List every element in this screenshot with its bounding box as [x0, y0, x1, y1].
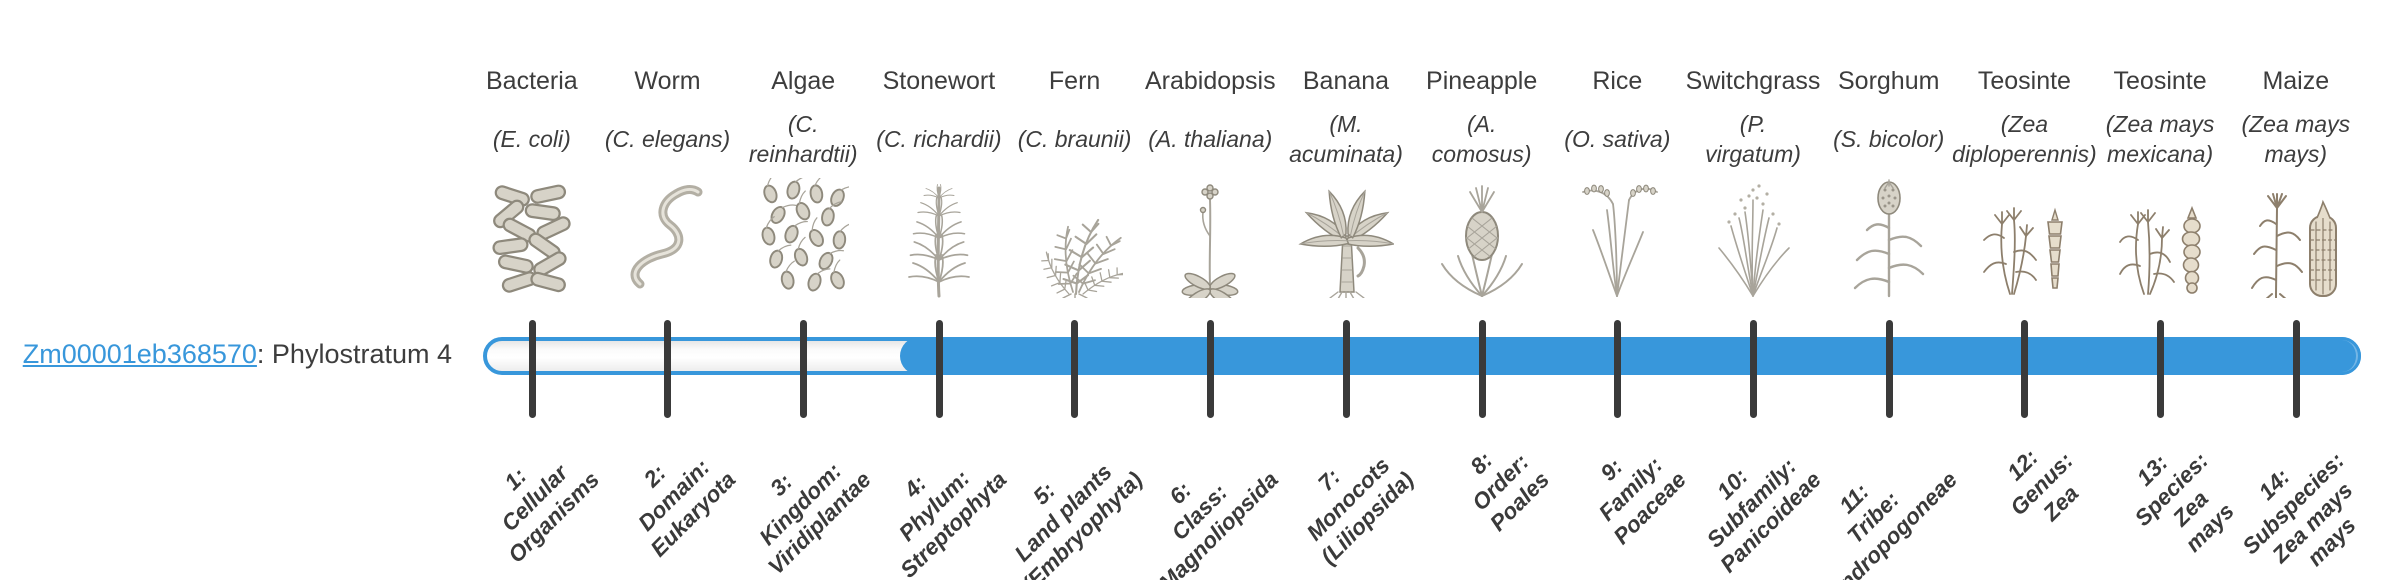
phylostratum-label: 8: Order: Poales	[1465, 447, 1555, 536]
organism-name: Fern	[1048, 66, 1101, 95]
organism-species: (Zea mays mays)	[2241, 111, 2351, 167]
organism-column-pineapple: Pineapple (A. comosus)	[1414, 58, 1550, 298]
bacteria-icon	[489, 176, 575, 298]
organism-name: Sorghum	[1837, 66, 1940, 95]
phylostratum-tick-4	[935, 320, 943, 418]
organism-name: Maize	[2262, 66, 2330, 95]
organism-column-algae: Algae (C. reinhardtii)	[735, 58, 871, 298]
organism-name: Pineapple	[1426, 66, 1538, 95]
organism-species: (C. braunii)	[1017, 126, 1132, 153]
organism-species: (M. acuminata)	[1289, 111, 1403, 167]
phylostratum-tick-11	[1885, 320, 1893, 418]
organism-name: Teosinte	[2113, 66, 2207, 95]
organism-species: (P. virgatum)	[1705, 111, 1801, 167]
phylostratum-label: 3: Kingdom: Viridiplantae	[754, 458, 876, 580]
phylostratum-tick-5	[1071, 320, 1078, 418]
organism-species: (A. thaliana)	[1148, 126, 1273, 153]
organism-column-stonewort: Stonewort (C. richardii)	[871, 58, 1007, 298]
phylostratum-tick-3	[800, 320, 807, 418]
organism-name: Stonewort	[882, 66, 996, 95]
gene-phylostratum-text: : Phylostratum 4	[256, 339, 452, 369]
teosinte-mexicana-icon	[2112, 176, 2208, 298]
phylostratum-tick-6	[1207, 320, 1214, 418]
organism-column-sorghum: Sorghum (S. bicolor)	[1821, 58, 1957, 298]
organism-name: Worm	[634, 66, 701, 95]
phylostratum-label: 14: Subspecies: Zea mays mays	[2238, 447, 2362, 571]
maize-icon	[2248, 176, 2344, 298]
phylostratum-label: 7: Monocots (Liliopsida)	[1301, 452, 1419, 570]
switchgrass-icon	[1705, 176, 1801, 298]
organism-name: Algae	[771, 66, 836, 95]
phylostratum-tick-13	[2157, 320, 2164, 418]
phylostratum-tick-8	[1478, 320, 1486, 418]
organism-name: Rice	[1592, 66, 1643, 95]
phylostratum-label: 5: Land plants (Embryophyta)	[1010, 459, 1148, 580]
organism-column-fern: Fern (C. braunii)	[1007, 58, 1143, 298]
stonewort-icon	[891, 176, 987, 298]
organism-column-teosinte-mexicana: Teosinte (Zea mays mexicana)	[2092, 58, 2228, 298]
phylostratum-label: 11: Tribe: Andropogoneae	[1821, 466, 1962, 580]
phylostratum-label: 1: Cellular Organisms	[497, 460, 605, 568]
phylostratum-label: 6: Class: Magnoliopsida	[1153, 466, 1283, 580]
phylostratum-tick-10	[1750, 320, 1757, 418]
fern-icon	[1027, 176, 1123, 298]
algae-icon	[757, 176, 850, 298]
organism-column-teosinte-diploperennis: Teosinte (Zea diploperennis)	[1952, 58, 2097, 298]
organism-column-rice: Rice (O. sativa)	[1550, 58, 1686, 298]
phylostratum-label: 9: Family: Poaceae	[1593, 452, 1691, 550]
phylostratum-label: 2: Domain: Eukaryota	[633, 454, 741, 562]
phylostratum-tick-12	[2021, 320, 2028, 418]
sorghum-icon	[1841, 176, 1937, 298]
phylostratum-tick-14	[2292, 320, 2300, 418]
phylostratum-tick-1	[528, 320, 536, 418]
banana-icon	[1298, 176, 1394, 298]
phylostratum-tick-7	[1342, 320, 1350, 418]
worm-icon	[620, 176, 716, 298]
organism-species: (A. comosus)	[1431, 111, 1532, 167]
organism-species: (C. elegans)	[604, 126, 731, 153]
organism-species: (E. coli)	[492, 126, 571, 153]
phylostratum-label: 12: Genus: Zea	[2002, 444, 2084, 526]
phylostratum-tick-9	[1614, 320, 1621, 418]
organism-column-maize: Maize (Zea mays mays)	[2228, 58, 2364, 298]
gene-link[interactable]: Zm00001eb368570	[22, 339, 257, 369]
organism-name: Switchgrass	[1685, 66, 1821, 95]
rice-icon	[1569, 176, 1665, 298]
pineapple-icon	[1434, 176, 1530, 298]
arabidopsis-icon	[1162, 176, 1258, 298]
organism-name: Arabidopsis	[1144, 66, 1276, 95]
organism-species: (Zea diploperennis)	[1952, 111, 2097, 167]
organism-species: (O. sativa)	[1564, 126, 1671, 153]
organism-name: Teosinte	[1977, 66, 2071, 95]
organism-column-switchgrass: Switchgrass (P. virgatum)	[1685, 58, 1821, 298]
phylostratum-tick-2	[664, 320, 671, 418]
organism-column-arabidopsis: Arabidopsis (A. thaliana)	[1142, 58, 1278, 298]
organism-species: (S. bicolor)	[1833, 126, 1945, 153]
gene-label: Zm00001eb368570: Phylostratum 4	[0, 339, 452, 370]
organism-name: Bacteria	[485, 66, 578, 95]
phylostrata-bar-fill	[900, 337, 2361, 375]
organism-species: (C. richardii)	[876, 126, 1002, 153]
organism-column-bacteria: Bacteria (E. coli)	[464, 58, 600, 298]
organism-species: (C. reinhardtii)	[748, 111, 858, 167]
teosinte-diploperennis-icon	[1976, 176, 2072, 298]
organism-column-worm: Worm (C. elegans)	[600, 58, 736, 298]
organism-name: Banana	[1302, 66, 1390, 95]
organism-header-row: Bacteria (E. coli) Worm (C. elegans)	[464, 58, 2364, 298]
phylostratum-label: 13: Species: Zea mays	[2130, 447, 2240, 557]
organism-species: (Zea mays mexicana)	[2105, 111, 2215, 167]
phylostratum-label: 4: Phylum: Streptophyta	[894, 465, 1012, 580]
organism-column-banana: Banana (M. acuminata)	[1278, 58, 1414, 298]
